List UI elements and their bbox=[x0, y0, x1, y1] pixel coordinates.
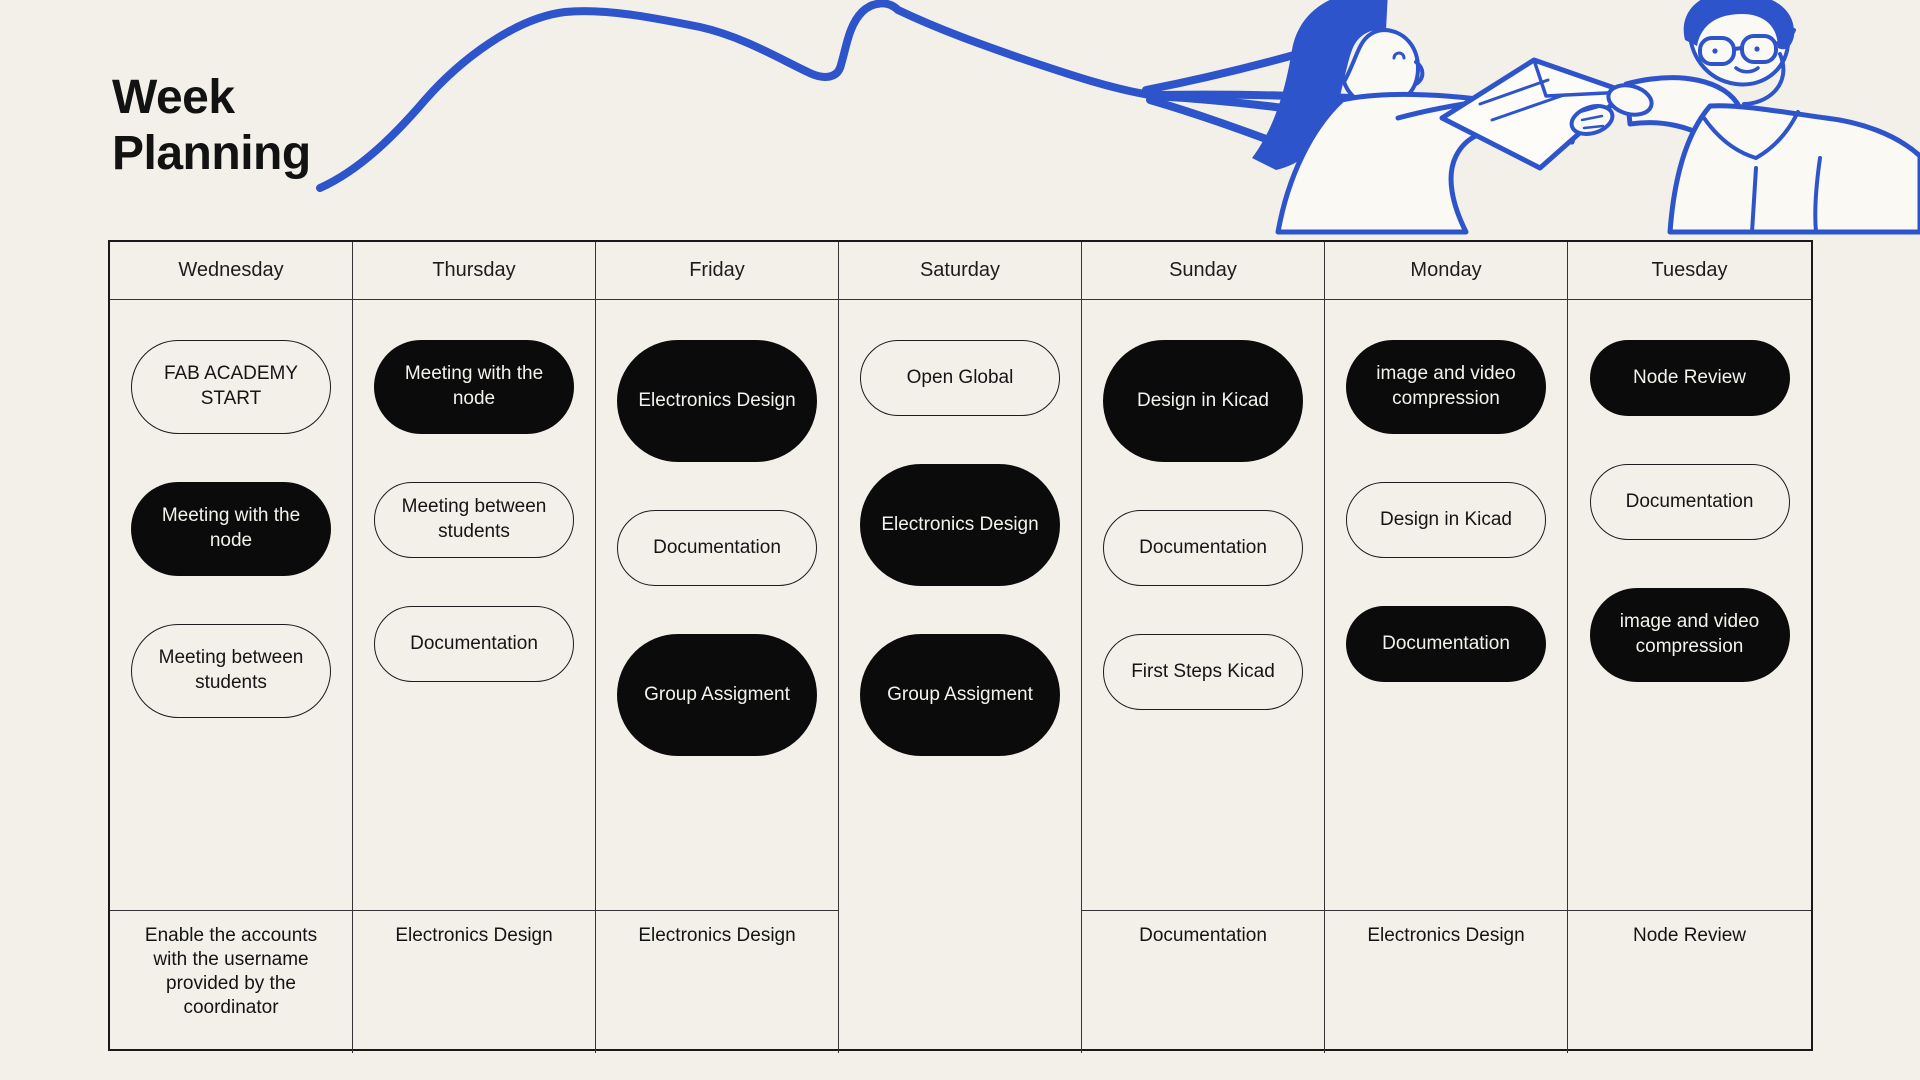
day-column-friday: Electronics Design Documentation Group Ass… bbox=[596, 300, 839, 910]
footer-note-text: Documentation bbox=[1139, 925, 1267, 946]
day-column-thursday: Meeting with the node Meeting between stu… bbox=[353, 300, 596, 910]
task-pill-tuesday-3: image and video compression bbox=[1589, 588, 1790, 682]
task-pill-thursday-3: Documentation bbox=[374, 606, 574, 682]
page-title: Week Planning bbox=[112, 70, 311, 182]
task-pill-thursday-1: Meeting with the node bbox=[374, 340, 574, 434]
task-pill-sunday-3: First Steps Kicad bbox=[1103, 634, 1303, 710]
footer-note-thursday: Electronics Design bbox=[353, 910, 596, 1053]
task-pill-saturday-3: Group Assigment bbox=[860, 634, 1060, 756]
day-column-monday: image and video compression Design in Kic… bbox=[1325, 300, 1568, 910]
task-pill-sunday-1: Design in Kicad bbox=[1103, 340, 1303, 462]
day-header-thursday: Thursday bbox=[353, 242, 596, 300]
footer-note-text: Electronics Design bbox=[395, 925, 553, 946]
task-pill-friday-3: Group Assigment bbox=[617, 634, 817, 756]
task-pill-monday-3: Documentation bbox=[1346, 606, 1546, 682]
task-pill-monday-1: image and video compression bbox=[1346, 340, 1546, 434]
footer-note-friday: Electronics Design bbox=[596, 910, 839, 1053]
task-pill-friday-1: Electronics Design bbox=[617, 340, 817, 462]
task-pill-tuesday-2: Documentation bbox=[1589, 464, 1790, 540]
task-pill-wednesday-2: Meeting with the node bbox=[131, 482, 331, 576]
task-pill-tuesday-1: Node Review bbox=[1589, 340, 1790, 416]
day-header-friday: Friday bbox=[596, 242, 839, 300]
day-header-saturday: Saturday bbox=[839, 242, 1082, 300]
footer-note-sunday: Documentation bbox=[1082, 910, 1325, 1053]
footer-note-text: Enable the accounts with the username pr… bbox=[144, 925, 318, 1018]
illustration-people-exchange-icon bbox=[1252, 0, 1920, 235]
day-header-tuesday: Tuesday bbox=[1568, 242, 1811, 300]
task-pill-thursday-2: Meeting between students bbox=[374, 482, 574, 558]
task-pill-wednesday-3: Meeting between students bbox=[131, 624, 331, 718]
day-header-wednesday: Wednesday bbox=[110, 242, 353, 300]
crayon-squiggle-icon bbox=[316, 0, 1354, 192]
day-header-monday: Monday bbox=[1325, 242, 1568, 300]
day-column-saturday: Open Global Electronics Design Group Assig… bbox=[839, 300, 1082, 1053]
task-pill-saturday-1: Open Global bbox=[860, 340, 1060, 416]
task-pill-wednesday-1: FAB ACADEMY START bbox=[131, 340, 331, 434]
footer-note-text: Node Review bbox=[1633, 925, 1746, 946]
week-planning-board: Wednesday FAB ACADEMY START Meeting with t… bbox=[108, 240, 1813, 1053]
task-pill-friday-2: Documentation bbox=[617, 510, 817, 586]
footer-note-tuesday: Node Review bbox=[1568, 910, 1811, 1053]
page-title-line1: Week bbox=[112, 71, 235, 124]
footer-note-text: Electronics Design bbox=[638, 925, 796, 946]
footer-note-text: Electronics Design bbox=[1367, 925, 1525, 946]
task-pill-monday-2: Design in Kicad bbox=[1346, 482, 1546, 558]
day-column-tuesday: Node Review Documentation image and video … bbox=[1568, 300, 1811, 910]
task-pill-sunday-2: Documentation bbox=[1103, 510, 1303, 586]
footer-note-monday: Electronics Design bbox=[1325, 910, 1568, 1053]
footer-note-wednesday: Enable the accounts with the username pr… bbox=[110, 910, 353, 1053]
page-title-line2: Planning bbox=[112, 127, 311, 180]
task-pill-saturday-2: Electronics Design bbox=[860, 464, 1060, 586]
day-column-wednesday: FAB ACADEMY START Meeting with the node Me… bbox=[110, 300, 353, 910]
day-column-sunday: Design in Kicad Documentation First Steps … bbox=[1082, 300, 1325, 910]
day-header-sunday: Sunday bbox=[1082, 242, 1325, 300]
